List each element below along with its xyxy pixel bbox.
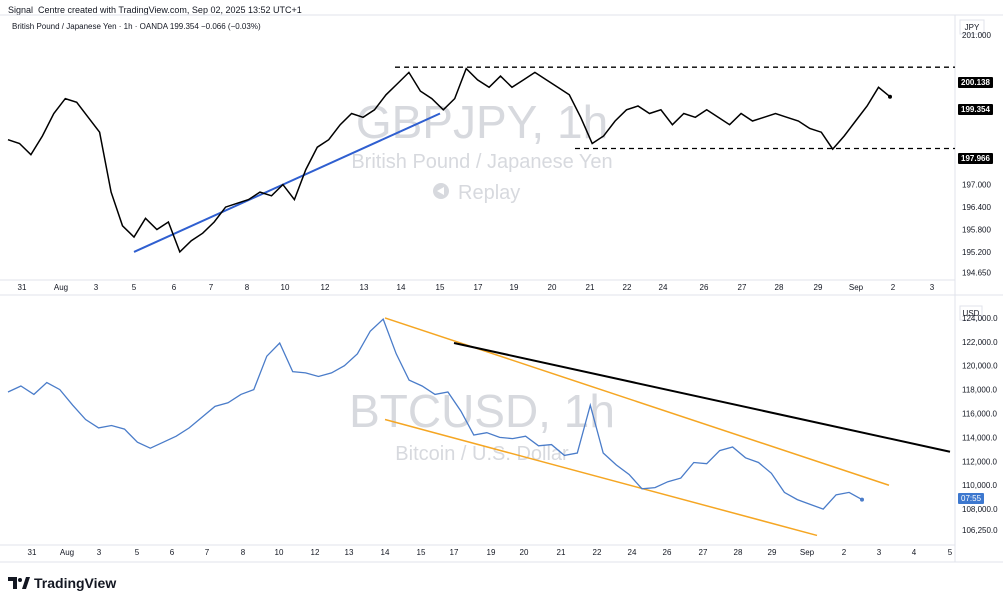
bottom-last-point <box>860 497 864 502</box>
tradingview-logo[interactable]: TradingView <box>8 575 116 591</box>
bottom-currency-box <box>959 305 983 321</box>
bottom-channel-lower[interactable] <box>384 418 818 537</box>
x-tick-label: 2 <box>891 283 896 292</box>
x-tick-label: 15 <box>417 548 426 557</box>
tradingview-logo-icon <box>8 577 30 589</box>
top-symbol-info: British Pound / Japanese Yen · 1h · OAND… <box>12 22 261 31</box>
top-time-axis: 31 Aug 3 5 6 7 8 10 12 13 14 15 17 19 20 21 22 24 26 27 28 29… <box>18 283 935 292</box>
top-price-line <box>7 67 891 254</box>
x-tick-label: 29 <box>768 548 777 557</box>
x-tick-label: 26 <box>663 548 672 557</box>
x-tick-label: 17 <box>474 283 483 292</box>
x-tick-label: Aug <box>54 283 68 292</box>
x-tick-label: 31 <box>18 283 27 292</box>
x-tick-label: Sep <box>849 283 864 292</box>
x-tick-label: 22 <box>593 548 602 557</box>
x-tick-label: 27 <box>699 548 708 557</box>
bottom-trendline[interactable] <box>453 342 951 453</box>
x-tick-label: 8 <box>245 283 250 292</box>
x-tick-label: Aug <box>60 548 74 557</box>
x-tick-label: 10 <box>275 548 284 557</box>
y-tick-label: 124,000.0 <box>962 314 998 323</box>
y-tick-label: 196.400 <box>962 203 991 212</box>
x-tick-label: 17 <box>450 548 459 557</box>
x-tick-label: 27 <box>738 283 747 292</box>
bottom-price-line <box>7 317 863 510</box>
x-tick-label: 31 <box>28 548 37 557</box>
x-tick-label: 28 <box>775 283 784 292</box>
top-trendline[interactable] <box>133 112 441 253</box>
bottom-watermark-symbol: BTCUSD, 1h <box>349 385 615 437</box>
x-tick-label: 7 <box>209 283 214 292</box>
top-watermark-name: British Pound / Japanese Yen <box>351 151 612 173</box>
x-tick-label: 12 <box>321 283 330 292</box>
y-tick-label: 194.650 <box>962 269 991 278</box>
x-tick-label: 19 <box>510 283 519 292</box>
x-tick-label: 6 <box>170 548 175 557</box>
bottom-time-axis: 31 Aug 3 5 6 7 8 10 12 13 14 15 17 19 20 21 22 24 26 27 28 29… <box>28 548 953 557</box>
x-tick-label: 26 <box>700 283 709 292</box>
x-tick-label: 21 <box>557 548 566 557</box>
top-levels <box>395 66 955 150</box>
x-tick-label: 14 <box>381 548 390 557</box>
last-price-tag: 199.354 <box>958 104 993 115</box>
y-tick-label: 201.000 <box>962 31 991 40</box>
x-tick-label: 3 <box>930 283 935 292</box>
bottom-watermark-name: Bitcoin / U.S. Dollar <box>395 443 569 465</box>
x-tick-label: 19 <box>487 548 496 557</box>
x-tick-label: 13 <box>345 548 354 557</box>
top-watermark-replay[interactable]: Replay <box>458 182 520 204</box>
x-tick-label: 3 <box>97 548 102 557</box>
y-tick-label: 114,000.0 <box>962 433 998 442</box>
y-tick-label: 110,000.0 <box>962 481 998 490</box>
x-tick-label: 10 <box>281 283 290 292</box>
x-tick-label: 20 <box>520 548 529 557</box>
x-tick-label: 2 <box>842 548 847 557</box>
support-price-tag: 197.966 <box>958 153 993 164</box>
x-tick-label: 3 <box>877 548 882 557</box>
x-tick-label: 21 <box>586 283 595 292</box>
x-tick-label: 8 <box>241 548 246 557</box>
chart-credit: Signal_Centre created with TradingView.c… <box>8 5 302 15</box>
y-tick-label: 120,000.0 <box>962 362 998 371</box>
top-currency-box <box>959 19 985 35</box>
y-tick-label: 197.000 <box>962 181 991 190</box>
bottom-currency-label: USD <box>963 309 980 318</box>
x-tick-label: 22 <box>623 283 632 292</box>
x-tick-label: 28 <box>734 548 743 557</box>
x-tick-label: 13 <box>360 283 369 292</box>
x-tick-label: 15 <box>436 283 445 292</box>
x-tick-label: 20 <box>548 283 557 292</box>
bottom-price-axis: 106,250.0 108,000.0 110,000.0 112,000.0 114,… <box>962 314 998 535</box>
y-tick-label: 195.800 <box>962 225 991 234</box>
y-tick-label: 116,000.0 <box>962 410 998 419</box>
x-tick-label: 29 <box>814 283 823 292</box>
y-tick-label: 112,000.0 <box>962 457 998 466</box>
y-tick-label: 118,000.0 <box>962 386 998 395</box>
x-tick-label: 4 <box>912 548 917 557</box>
x-tick-label: 14 <box>397 283 406 292</box>
x-tick-label: Sep <box>800 548 815 557</box>
y-tick-label: 195.200 <box>962 248 991 257</box>
x-tick-label: 3 <box>94 283 99 292</box>
x-tick-label: 5 <box>132 283 137 292</box>
top-currency-label: JPY <box>965 23 980 32</box>
x-tick-label: 5 <box>135 548 140 557</box>
y-tick-label: 106,250.0 <box>962 526 998 535</box>
top-watermark-symbol: GBPJPY, 1h <box>356 96 608 148</box>
x-tick-label: 24 <box>659 283 668 292</box>
x-tick-label: 6 <box>172 283 177 292</box>
tradingview-logo-text: TradingView <box>34 575 117 591</box>
x-tick-label: 24 <box>628 548 637 557</box>
candle-timer-tag: 07:55 <box>958 493 985 504</box>
y-tick-label: 108,000.0 <box>962 505 998 514</box>
top-last-point <box>888 94 892 99</box>
x-tick-label: 5 <box>948 548 953 557</box>
x-tick-label: 7 <box>205 548 210 557</box>
resistance-price-tag: 200.138 <box>958 77 993 88</box>
x-tick-label: 12 <box>311 548 320 557</box>
y-tick-label: 122,000.0 <box>962 338 998 347</box>
